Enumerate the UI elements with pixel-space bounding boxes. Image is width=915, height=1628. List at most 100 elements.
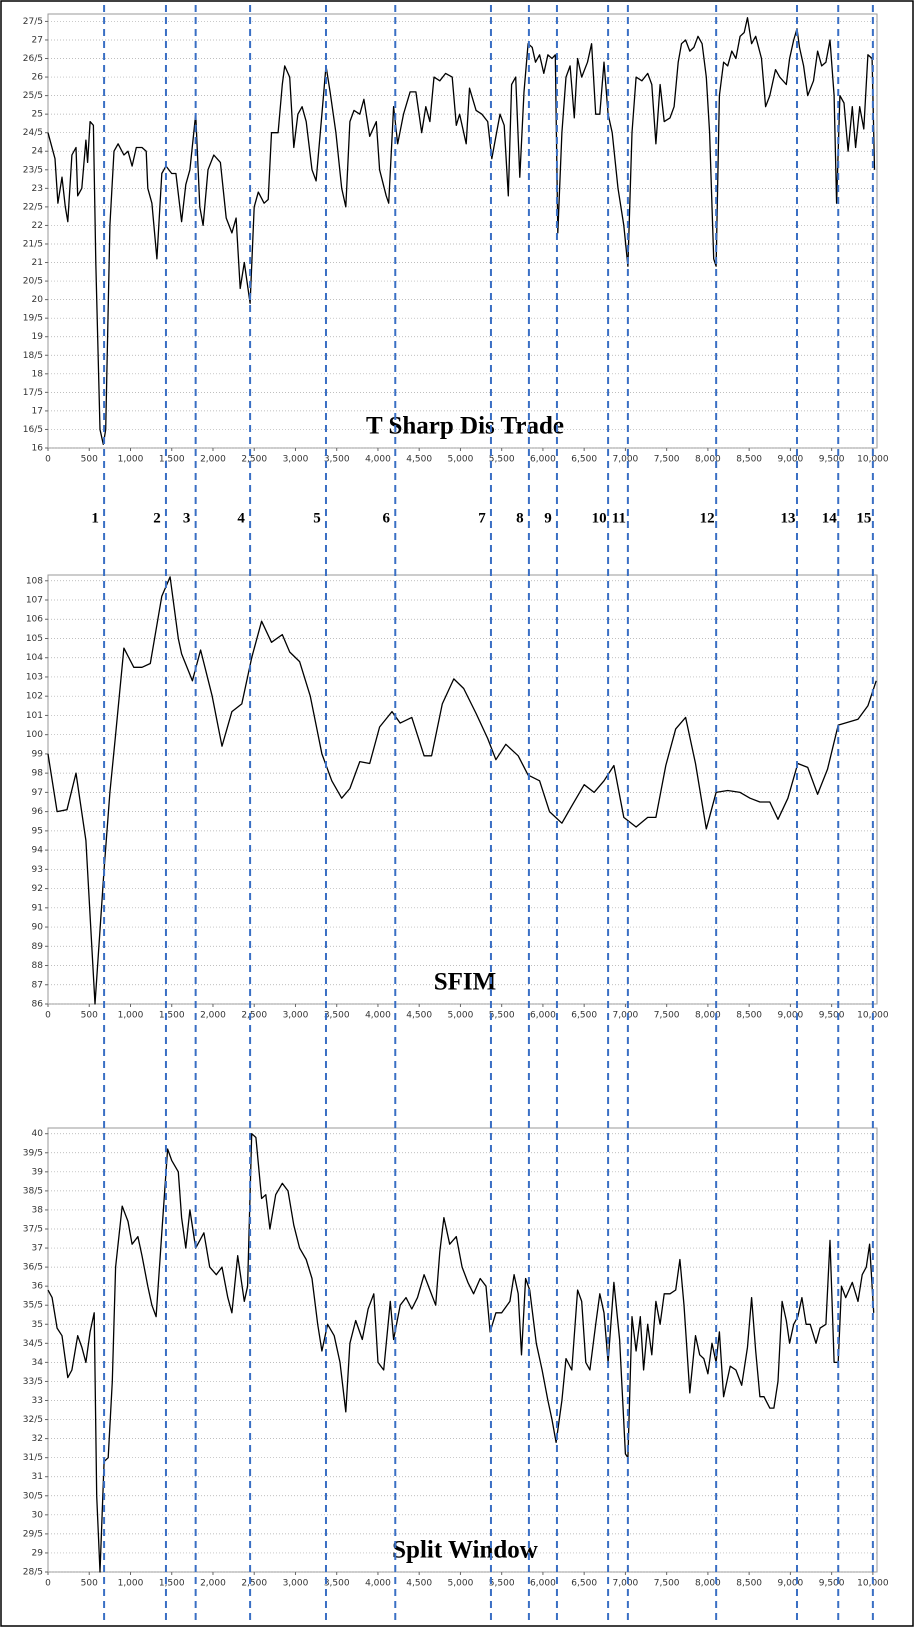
y-tick-label: 33/5 xyxy=(23,1377,43,1387)
y-tick-label: 29 xyxy=(32,1548,44,1558)
y-tick-label: 102 xyxy=(26,692,43,702)
y-tick-label: 19/5 xyxy=(23,314,43,324)
x-tick-label: 4,000 xyxy=(365,1579,391,1589)
x-tick-label: 2,500 xyxy=(241,1011,267,1021)
reference-label: 7 xyxy=(478,510,486,526)
y-tick-label: 100 xyxy=(26,730,43,740)
x-tick-label: 7,000 xyxy=(613,455,639,465)
y-tick-label: 21 xyxy=(32,258,43,268)
y-tick-label: 34/5 xyxy=(23,1339,43,1349)
x-tick-label: 4,500 xyxy=(406,455,432,465)
x-tick-label: 3,000 xyxy=(283,1579,309,1589)
x-tick-label: 4,000 xyxy=(365,1011,391,1021)
y-tick-label: 23 xyxy=(32,184,43,194)
reference-label: 14 xyxy=(822,510,838,526)
x-tick-label: 3,500 xyxy=(324,455,350,465)
y-tick-label: 103 xyxy=(26,672,43,682)
x-tick-label: 2,000 xyxy=(200,455,226,465)
y-tick-label: 96 xyxy=(32,807,44,817)
y-tick-label: 34 xyxy=(32,1358,44,1368)
x-tick-label: 0 xyxy=(45,1579,51,1589)
plot-area xyxy=(48,575,877,1004)
x-tick-label: 500 xyxy=(81,1579,98,1589)
plot-area xyxy=(48,14,877,448)
y-tick-label: 33 xyxy=(32,1396,43,1406)
y-tick-label: 30/5 xyxy=(23,1491,43,1501)
y-tick-label: 18/5 xyxy=(23,351,43,361)
x-tick-label: 8,500 xyxy=(736,1011,762,1021)
reference-label: 9 xyxy=(544,510,552,526)
x-tick-label: 8,000 xyxy=(695,455,721,465)
reference-label: 10 xyxy=(592,510,607,526)
figure: 1616/51717/51818/51919/52020/52121/52222… xyxy=(0,0,915,1628)
x-tick-label: 0 xyxy=(45,1011,51,1021)
y-tick-label: 35 xyxy=(32,1320,43,1330)
y-tick-label: 26 xyxy=(32,73,44,83)
x-tick-label: 1,000 xyxy=(118,1011,144,1021)
x-tick-label: 5,000 xyxy=(448,455,474,465)
y-tick-label: 108 xyxy=(26,576,43,586)
y-tick-label: 38/5 xyxy=(23,1186,43,1196)
y-tick-label: 105 xyxy=(26,634,43,644)
x-tick-label: 9,000 xyxy=(778,455,804,465)
y-tick-label: 29/5 xyxy=(23,1529,43,1539)
x-tick-label: 9,500 xyxy=(819,1011,845,1021)
x-tick-label: 9,500 xyxy=(819,1579,845,1589)
y-tick-label: 31 xyxy=(32,1472,43,1482)
x-tick-label: 1,500 xyxy=(159,455,185,465)
x-tick-label: 5,500 xyxy=(489,1579,515,1589)
y-tick-label: 97 xyxy=(32,788,43,798)
y-tick-label: 28/5 xyxy=(23,1568,43,1578)
x-tick-label: 7,000 xyxy=(613,1579,639,1589)
y-tick-label: 25/5 xyxy=(23,91,43,101)
x-tick-label: 5,000 xyxy=(448,1579,474,1589)
x-tick-label: 7,500 xyxy=(654,455,680,465)
y-tick-label: 24/5 xyxy=(23,128,43,138)
reference-label: 1 xyxy=(91,510,99,526)
y-tick-label: 37 xyxy=(32,1244,43,1254)
x-tick-label: 7,500 xyxy=(654,1011,680,1021)
y-tick-label: 31/5 xyxy=(23,1453,43,1463)
reference-label: 4 xyxy=(237,510,245,526)
y-tick-label: 32 xyxy=(32,1434,43,1444)
x-tick-label: 1,000 xyxy=(118,1579,144,1589)
chart-title: Split Window xyxy=(392,1537,538,1564)
y-tick-label: 25 xyxy=(32,110,43,120)
reference-label: 8 xyxy=(516,510,524,526)
y-tick-label: 88 xyxy=(32,961,44,971)
x-tick-label: 500 xyxy=(81,455,98,465)
x-tick-label: 9,000 xyxy=(778,1579,804,1589)
x-tick-label: 2,000 xyxy=(200,1011,226,1021)
y-tick-label: 94 xyxy=(32,846,44,856)
y-tick-label: 39/5 xyxy=(23,1148,43,1158)
y-tick-label: 87 xyxy=(32,980,43,990)
y-tick-label: 38 xyxy=(32,1205,44,1215)
x-tick-label: 8,000 xyxy=(695,1011,721,1021)
x-tick-label: 2,000 xyxy=(200,1579,226,1589)
x-tick-label: 6,500 xyxy=(571,1011,597,1021)
y-tick-label: 101 xyxy=(26,711,43,721)
y-tick-label: 99 xyxy=(32,749,44,759)
x-tick-label: 8,500 xyxy=(736,1579,762,1589)
y-tick-label: 17 xyxy=(32,406,43,416)
y-tick-label: 39 xyxy=(32,1167,44,1177)
y-tick-label: 106 xyxy=(26,615,43,625)
y-tick-label: 89 xyxy=(32,942,44,952)
y-tick-label: 35/5 xyxy=(23,1301,43,1311)
y-tick-label: 27 xyxy=(32,35,43,45)
x-tick-label: 4,500 xyxy=(406,1579,432,1589)
y-tick-label: 26/5 xyxy=(23,54,43,64)
x-tick-label: 3,500 xyxy=(324,1011,350,1021)
x-tick-label: 5,000 xyxy=(448,1011,474,1021)
x-tick-label: 6,500 xyxy=(571,1579,597,1589)
y-tick-label: 19 xyxy=(32,332,44,342)
x-tick-label: 3,000 xyxy=(283,455,309,465)
page: {"chart_data": [ {"type": "line", "title… xyxy=(0,0,915,1628)
plot-area xyxy=(48,1128,877,1572)
y-tick-label: 24 xyxy=(32,147,44,157)
x-tick-label: 6,000 xyxy=(530,1579,556,1589)
x-tick-label: 4,000 xyxy=(365,455,391,465)
y-tick-label: 18 xyxy=(32,369,44,379)
x-tick-label: 0 xyxy=(45,455,51,465)
y-tick-label: 86 xyxy=(32,1000,44,1010)
